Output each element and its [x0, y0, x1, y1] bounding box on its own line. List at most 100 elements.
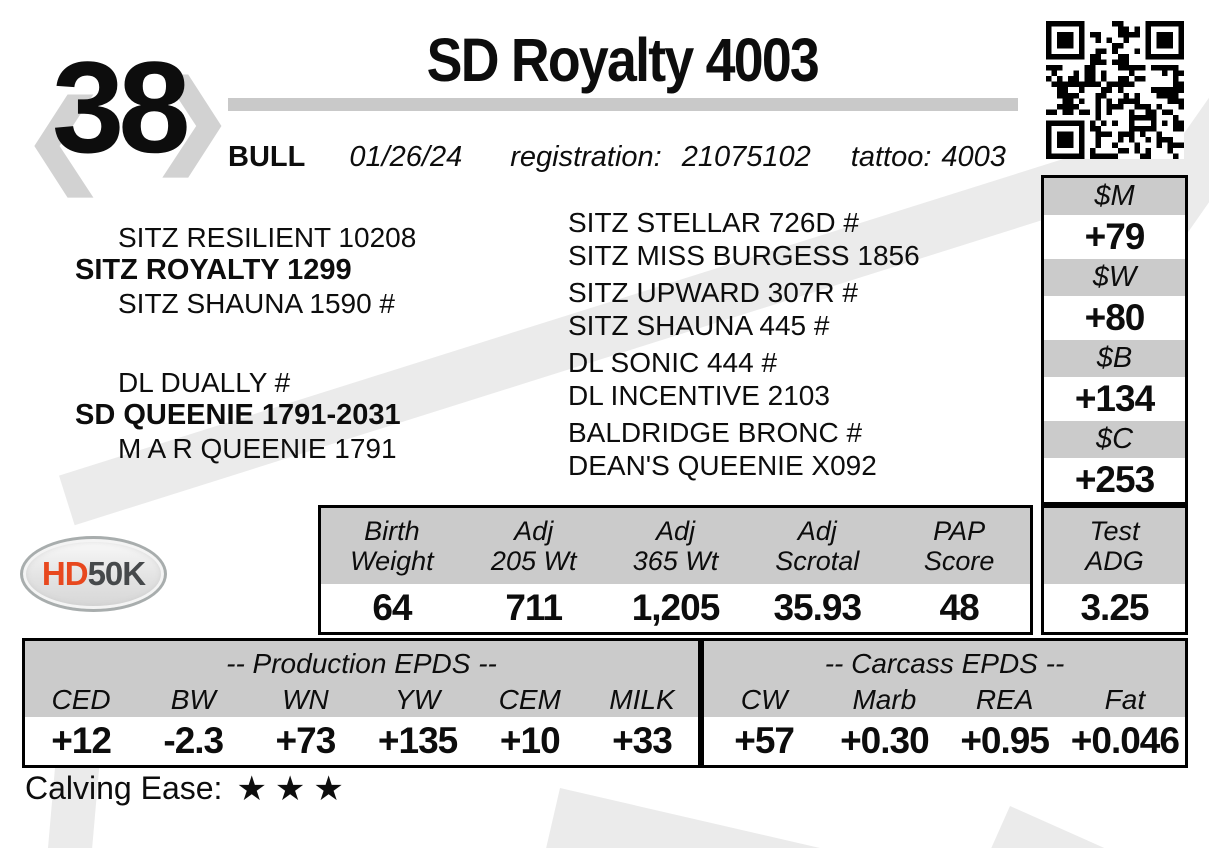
pedigree-line: BALDRIDGE BRONC # [568, 417, 863, 448]
header-line: 365 Wt [632, 546, 719, 576]
calving-ease-label: Calving Ease: [25, 770, 223, 806]
header-line: Adj [655, 516, 695, 546]
column-header: WN [282, 684, 329, 715]
column-header: Adj 205 Wt [463, 508, 605, 584]
column-header: Adj Scrotal [746, 508, 888, 584]
registration-label: registration: [510, 141, 662, 173]
pedigree-line: DL INCENTIVE 2103 [568, 380, 830, 411]
column-header: Fat [1104, 684, 1146, 715]
header-line: Adj [797, 516, 837, 546]
dollar-values-table: $M +79 $W +80 $B +134 $C +253 [1041, 175, 1188, 505]
column-header: BW [170, 684, 216, 715]
wn-value: +73 [275, 720, 337, 761]
header-line: 205 Wt [490, 546, 577, 576]
test-adg-value: 3.25 [1080, 587, 1149, 628]
production-epds-title: -- Production EPDS -- [226, 648, 497, 679]
yw-value: +135 [377, 720, 458, 761]
header-line: Scrotal [775, 546, 860, 576]
animal-name: SD Royalty 4003 [426, 26, 820, 94]
column-header: REA [975, 684, 1034, 715]
dollar-b-value: +134 [1074, 378, 1155, 419]
performance-table: Birth Weight Adj 205 Wt Adj 365 Wt Adj S… [318, 505, 1033, 635]
sex-label: BULL [228, 141, 306, 173]
qr-code [1046, 21, 1184, 159]
production-epds-header: -- Production EPDS -- CED BW WN YW CEM M… [25, 641, 698, 717]
column-header: Test ADG [1044, 508, 1185, 584]
column-header: CEM [498, 684, 561, 715]
header-line: Test [1089, 516, 1140, 546]
milk-value: +33 [612, 720, 673, 761]
fat-value: +0.046 [1070, 720, 1180, 761]
marb-value: +0.30 [840, 720, 930, 761]
cw-value: +57 [734, 720, 795, 761]
pedigree-line: SITZ MISS BURGESS 1856 [568, 240, 920, 271]
calving-ease-stars: ★★★ [236, 769, 352, 808]
dollar-m-label: $M [1044, 178, 1185, 215]
ribbon-bottom [535, 788, 1018, 848]
tattoo-label: tattoo: [850, 141, 932, 173]
header-line: Adj [514, 516, 554, 546]
column-header: MILK [609, 684, 675, 715]
pedigree-dam: SD QUEENIE 1791-2031 [75, 399, 401, 431]
dollar-m-value: +79 [1084, 216, 1146, 257]
pap-score-value: 48 [939, 587, 980, 628]
carcass-epds-table: -- Carcass EPDS -- CW Marb REA Fat +57 +… [701, 638, 1188, 768]
animal-info-row: BULL 01/26/24 registration: 21075102 tat… [228, 141, 1006, 174]
header-line: Birth [364, 516, 420, 546]
column-header: YW [395, 684, 441, 715]
pedigree-line: SITZ UPWARD 307R # [568, 277, 858, 308]
pedigree-line: SITZ SHAUNA 445 # [568, 310, 830, 341]
adj-scrotal-value: 35.93 [773, 587, 862, 628]
column-header: CW [740, 684, 788, 715]
dollar-c-label: $C [1044, 421, 1185, 458]
production-epds-values: +12 -2.3 +73 +135 +10 +33 [25, 717, 698, 765]
pedigree-line: M A R QUEENIE 1791 [118, 433, 397, 464]
ribbon-bottom-right [977, 806, 1209, 848]
carcass-epds-columns: CW Marb REA Fat [704, 683, 1185, 717]
pedigree-line: DL SONIC 444 # [568, 347, 778, 378]
column-header: Birth Weight [321, 508, 463, 584]
header-line: ADG [1085, 546, 1144, 576]
registration-number: 21075102 [681, 141, 811, 173]
header-line: Score [923, 546, 995, 576]
pedigree-line: DL DUALLY # [118, 367, 291, 398]
column-header: CED [51, 684, 111, 715]
test-adg-header: Test ADG [1044, 508, 1185, 584]
pedigree-line: SITZ STELLAR 726D # [568, 207, 860, 238]
header-line: Weight [350, 546, 434, 576]
test-adg-table: Test ADG 3.25 [1041, 505, 1188, 635]
hd50k-logo: HD 50K [20, 536, 167, 612]
pedigree-primary-column: SITZ RESILIENT 10208 SITZ ROYALTY 1299 S… [75, 221, 416, 465]
page-title: SD Royalty 4003 [225, 25, 1020, 95]
column-header: PAP Score [888, 508, 1030, 584]
pedigree-sire: SITZ ROYALTY 1299 [75, 254, 352, 286]
column-header: Adj 365 Wt [605, 508, 747, 584]
pedigree-line: DEAN'S QUEENIE X092 [568, 450, 877, 481]
dollar-w-label: $W [1044, 259, 1185, 296]
production-epds-table: -- Production EPDS -- CED BW WN YW CEM M… [22, 638, 701, 768]
test-adg-values: 3.25 [1044, 584, 1185, 632]
carcass-epds-title: -- Carcass EPDS -- [824, 648, 1065, 679]
pedigree-line: SITZ SHAUNA 1590 # [118, 288, 396, 319]
title-underline [228, 98, 1018, 111]
bw-value: -2.3 [163, 720, 224, 761]
production-epds-columns: CED BW WN YW CEM MILK [25, 683, 698, 717]
pedigree-line: SITZ RESILIENT 10208 [118, 222, 417, 253]
ced-value: +12 [51, 720, 112, 761]
header-line: PAP [933, 516, 986, 546]
carcass-epds-header: -- Carcass EPDS -- CW Marb REA Fat [704, 641, 1185, 717]
cem-value: +10 [499, 720, 561, 761]
dollar-w-value: +80 [1084, 297, 1146, 338]
dollar-c-value: +253 [1074, 459, 1155, 500]
carcass-epds-values: +57 +0.30 +0.95 +0.046 [704, 717, 1185, 765]
lot-number: 38 [52, 34, 191, 180]
birth-date: 01/26/24 [349, 141, 463, 173]
performance-values: 64 711 1,205 35.93 48 [321, 584, 1030, 632]
pedigree-extended-column: SITZ STELLAR 726D # SITZ MISS BURGESS 18… [568, 206, 920, 482]
pedigree-gap [75, 320, 416, 366]
birth-weight-value: 64 [372, 587, 412, 628]
adj-205-wt-value: 711 [505, 587, 563, 628]
rea-value: +0.95 [960, 720, 1050, 761]
performance-header: Birth Weight Adj 205 Wt Adj 365 Wt Adj S… [321, 508, 1030, 584]
